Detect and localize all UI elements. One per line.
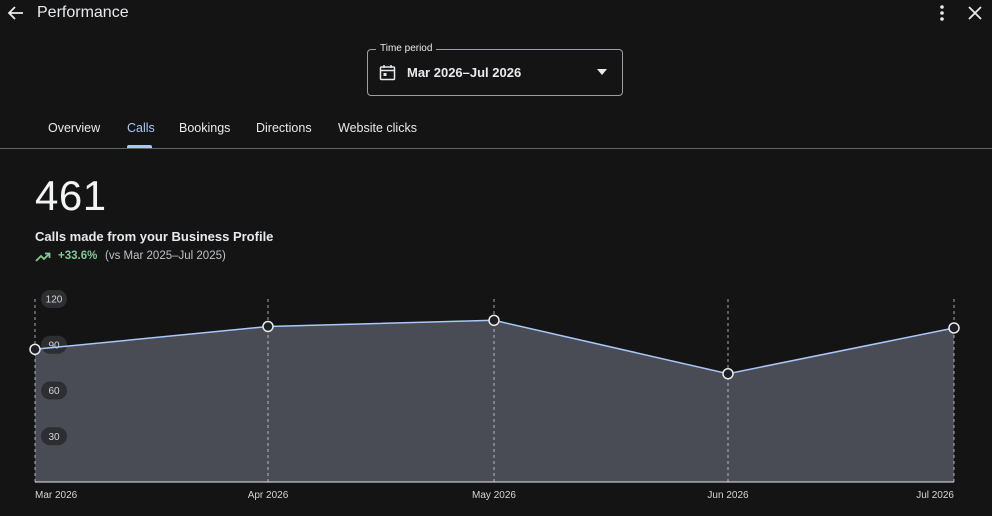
- page-title: Performance: [37, 4, 129, 21]
- change-percent: +33.6%: [58, 250, 98, 262]
- x-tick-label: Jun 2026: [707, 490, 749, 501]
- y-tick-pill: [41, 427, 67, 446]
- y-tick-label: 60: [48, 386, 60, 397]
- total-calls-value: 461: [35, 172, 107, 219]
- chart-area-fill: [35, 320, 954, 482]
- tab-website-clicks[interactable]: Website clicks: [338, 121, 417, 135]
- dropdown-caret-icon: [597, 69, 607, 75]
- x-tick-label: Apr 2026: [248, 490, 289, 501]
- data-point-jul-2026: [948, 322, 960, 334]
- close-icon[interactable]: [966, 4, 984, 22]
- tab-bar: Overview Calls Bookings Directions Websi…: [0, 111, 992, 149]
- arrow-back-icon[interactable]: [6, 3, 26, 23]
- top-bar: Performance: [0, 0, 992, 26]
- x-tick-label: Mar 2026: [35, 490, 78, 501]
- trending-up-icon: [35, 252, 51, 262]
- calendar-icon: [379, 65, 396, 81]
- y-tick-pill: [41, 381, 67, 400]
- data-point-may-2026: [488, 314, 500, 327]
- y-tick-label: 30: [48, 432, 60, 443]
- tab-calls[interactable]: Calls: [127, 121, 155, 135]
- data-point-mar-2026: [29, 343, 41, 356]
- tab-directions[interactable]: Directions: [256, 121, 312, 135]
- y-tick-pill: [41, 335, 67, 354]
- tab-bookings[interactable]: Bookings: [179, 121, 231, 135]
- y-tick-label: 120: [46, 295, 63, 306]
- active-tab-indicator: [127, 145, 152, 148]
- data-point-jun-2026: [722, 367, 734, 380]
- calls-area-chart: 120 90 60 30 Mar 2026 Apr 2026 May 2026 Jun 202…: [29, 290, 960, 501]
- tab-overview[interactable]: Overview: [48, 121, 101, 135]
- time-period-value: Mar 2026–Jul 2026: [407, 65, 522, 80]
- comparison-period: (vs Mar 2025–Jul 2025): [105, 250, 226, 262]
- time-period-label: Time period: [376, 43, 437, 55]
- time-period-select[interactable]: Time period Mar 2026–Jul 2026: [367, 43, 623, 96]
- y-tick-pill: [41, 290, 67, 308]
- x-tick-label: Jul 2026: [916, 490, 954, 501]
- more-vert-icon[interactable]: [933, 3, 951, 23]
- x-tick-label: May 2026: [472, 490, 516, 501]
- metric-description: Calls made from your Business Profile: [35, 229, 274, 244]
- data-point-apr-2026: [262, 320, 274, 333]
- y-tick-label: 90: [48, 340, 60, 351]
